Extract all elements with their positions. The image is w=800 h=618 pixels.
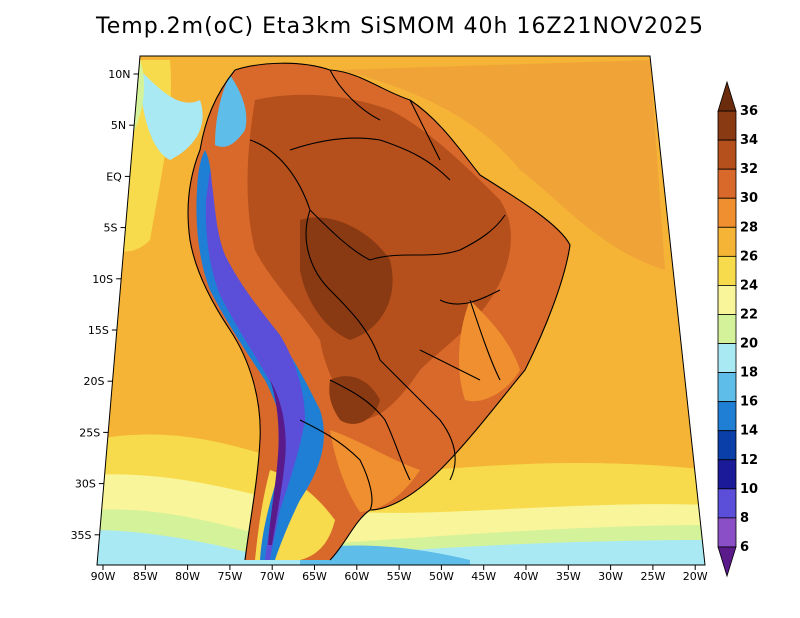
colorbar-arrow-top [717, 80, 737, 112]
colorbar-label: 28 [740, 220, 758, 235]
colorbar-segment [717, 517, 737, 548]
latitude-axis: 10N 5N EQ 5S 10S 15S 20S 25S 30S 35S [71, 68, 139, 542]
lon-tick-label: 75W [217, 570, 242, 583]
map-title: Temp.2m(oC) Eta3km SiSMOM 40h 16Z21NOV20… [96, 14, 704, 39]
domain-outline [96, 55, 706, 566]
lon-tick-label: 80W [175, 570, 200, 583]
colorbar: 36 34 32 30 28 26 24 22 20 18 16 14 12 10 8 6 [717, 80, 758, 578]
colorbar-label: 32 [740, 162, 758, 177]
lon-tick-label: 50W [429, 570, 454, 583]
colorbar-label: 30 [740, 191, 758, 206]
colorbar-arrow-bottom [717, 546, 737, 578]
lat-tick-label: 25S [79, 426, 100, 439]
colorbar-segment [717, 314, 737, 344]
colorbar-label: 10 [740, 482, 758, 497]
colorbar-label: 6 [740, 540, 749, 555]
colorbar-label: 36 [740, 104, 758, 119]
lon-tick-label: 85W [133, 570, 158, 583]
colorbar-label: 34 [740, 133, 758, 148]
lon-tick-label: 55W [387, 570, 412, 583]
colorbar-segment [717, 110, 737, 141]
lat-tick-label: 5S [104, 222, 118, 235]
colorbar-label: 8 [740, 511, 749, 526]
colorbar-segment [717, 459, 737, 490]
lon-tick-label: 65W [302, 570, 327, 583]
lat-tick-label: 30S [75, 478, 96, 491]
land-hottest-patch-2 [329, 376, 380, 424]
political-borders [187, 62, 571, 561]
lon-tick-label: 45W [471, 570, 496, 583]
north-andes-cool [215, 75, 247, 147]
map-field [97, 56, 705, 565]
lon-tick-label: 20W [683, 570, 708, 583]
colorbar-segment [717, 488, 737, 519]
lat-tick-label: 35S [71, 529, 92, 542]
atlantic-warm [340, 60, 665, 270]
colorbar-label: 24 [740, 278, 758, 293]
lon-tick-label: 70W [260, 570, 285, 583]
colorbar-label: 14 [740, 424, 758, 439]
colorbar-label: 16 [740, 395, 758, 410]
colorbar-segment [717, 255, 737, 286]
pacific-cold [140, 70, 203, 160]
lon-tick-label: 60W [344, 570, 369, 583]
lat-tick-label: 5N [111, 119, 126, 132]
colorbar-label: 12 [740, 453, 758, 468]
colorbar-label: 18 [740, 366, 758, 381]
colorbar-segment [717, 430, 737, 461]
lat-tick-label: EQ [106, 170, 122, 183]
ocean-band-coldest [300, 545, 470, 565]
andes-coldest [268, 380, 286, 545]
lat-tick-label: 10S [92, 273, 113, 286]
colorbar-segment [717, 226, 737, 257]
lon-tick-label: 40W [514, 570, 539, 583]
lon-tick-label: 90W [91, 570, 116, 583]
lon-tick-label: 30W [598, 570, 623, 583]
land-south-warm [330, 430, 420, 512]
land-east-warm [458, 300, 520, 402]
colorbar-segment [717, 285, 737, 315]
lat-tick-label: 15S [88, 324, 109, 337]
lat-tick-label: 10N [108, 68, 130, 81]
land-hottest-patch [300, 217, 393, 340]
colorbar-label: 20 [740, 337, 758, 352]
colorbar-label: 22 [740, 307, 758, 322]
colorbar-segment [717, 372, 737, 403]
colorbar-segment [717, 401, 737, 432]
colorbar-segment [717, 343, 737, 373]
colorbar-label: 26 [740, 249, 758, 264]
andes-cold-core [205, 170, 305, 560]
lon-tick-label: 35W [556, 570, 581, 583]
colorbar-segment [717, 197, 737, 228]
colorbar-segment [717, 139, 737, 170]
colorbar-segment [717, 168, 737, 199]
longitude-axis: 90W 85W 80W 75W 70W 65W 60W 55W 50W 45W 40W 35W 30W 2… [91, 565, 708, 583]
lat-tick-label: 20S [84, 375, 105, 388]
lon-tick-label: 25W [640, 570, 665, 583]
